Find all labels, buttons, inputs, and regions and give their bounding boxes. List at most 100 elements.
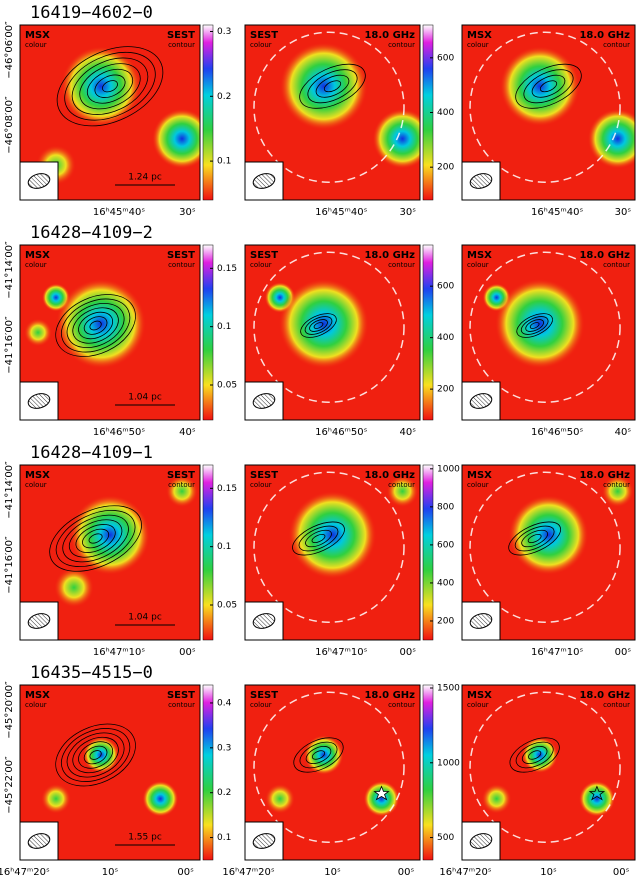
ra-tick-label: 16ʰ46ᵐ50ˢ (93, 427, 145, 438)
contour (525, 319, 544, 332)
ra-tick-label: 10ˢ (540, 867, 557, 877)
contour (515, 63, 582, 109)
contour (509, 737, 560, 773)
contour (299, 741, 338, 769)
colorbar (202, 244, 214, 421)
right-sublabel: contour (603, 261, 630, 269)
right-sublabel: contour (603, 701, 630, 709)
contour (55, 510, 136, 567)
primary-beam (253, 691, 405, 843)
star (588, 785, 606, 801)
ra-tick-label: 00ˢ (179, 647, 196, 658)
emission (152, 108, 200, 169)
left-sublabel: colour (467, 261, 489, 269)
ra-tick-label: 00ˢ (177, 867, 194, 877)
colorbar-tick-label: 0.1 (217, 542, 231, 552)
colorbar (422, 464, 434, 641)
contour (514, 525, 555, 552)
colorbar-tick-label: 0.2 (217, 788, 231, 798)
emission (481, 783, 512, 814)
left-label: SEST (250, 250, 278, 261)
ra-tick-label: 16ʰ47ᵐ20ˢ (439, 867, 491, 877)
row-title: 16428−4109−2 (30, 223, 153, 243)
colorbar-tick-label: 1000 (437, 464, 460, 474)
contour (75, 524, 116, 553)
right-label: 18.0 GHz (579, 30, 630, 41)
contour (305, 529, 332, 548)
colorbar (202, 24, 214, 201)
ra-tick-label: 16ʰ45ᵐ40ˢ (531, 207, 583, 218)
image (462, 245, 635, 420)
contour (64, 51, 156, 121)
emission (601, 475, 634, 508)
frame (461, 464, 636, 641)
right-sublabel: contour (388, 481, 415, 489)
emission (265, 783, 295, 814)
dec-tick-label: −41°14′00″ (4, 461, 15, 519)
contour (315, 74, 350, 98)
colorbar-tick-label: 600 (437, 282, 454, 292)
left-label: MSX (467, 690, 492, 701)
contour (323, 80, 342, 93)
ra-tick-label: 00ˢ (400, 647, 417, 658)
contour (528, 750, 542, 760)
left-sublabel: colour (467, 481, 489, 489)
image (462, 465, 635, 640)
frame (244, 244, 421, 421)
frame (244, 464, 421, 641)
emission (279, 42, 368, 131)
left-sublabel: colour (25, 701, 47, 709)
emission (166, 475, 198, 508)
contour (68, 519, 123, 558)
frame (244, 684, 421, 861)
left-label: MSX (25, 690, 50, 701)
contour (102, 80, 118, 93)
colorbar-tick-label: 0.2 (217, 92, 231, 102)
frame (461, 684, 636, 861)
contour (94, 74, 126, 98)
row-title: 16419−4602−0 (30, 3, 153, 23)
contour (83, 745, 108, 765)
contour (88, 533, 103, 544)
emission (363, 780, 400, 817)
left-label: MSX (25, 470, 50, 481)
image (245, 465, 420, 640)
primary-beam (253, 471, 405, 623)
contour (300, 313, 337, 338)
emission (24, 318, 52, 347)
colorbar-tick-label: 0.1 (217, 157, 231, 167)
right-sublabel: contour (168, 41, 195, 49)
dec-tick-label: −41°16′00″ (4, 536, 15, 594)
dec-tick-label: −41°16′00″ (4, 316, 15, 374)
right-label: 18.0 GHz (364, 250, 415, 261)
ra-tick-label: 30ˢ (179, 207, 196, 218)
ra-tick-label: 00ˢ (615, 647, 632, 658)
primary-beam (469, 691, 621, 843)
right-label: 18.0 GHz (364, 690, 415, 701)
scale-label: 1.04 pc (128, 613, 162, 623)
row-title: 16435−4515−0 (30, 663, 153, 683)
colorbar-tick-label: 1500 (437, 683, 460, 693)
colorbar (422, 244, 434, 421)
frame (461, 244, 636, 421)
contour (531, 74, 566, 98)
contour (311, 750, 326, 760)
primary-beam (469, 251, 621, 403)
emission (278, 278, 369, 369)
ra-tick-label: 16ʰ45ᵐ40ˢ (93, 207, 145, 218)
left-sublabel: colour (467, 701, 489, 709)
ra-tick-label: 00ˢ (613, 867, 630, 877)
left-sublabel: colour (25, 481, 47, 489)
left-label: MSX (467, 250, 492, 261)
contour (86, 68, 134, 104)
scale-label: 1.04 pc (128, 393, 162, 403)
left-sublabel: colour (25, 261, 47, 269)
emission (142, 780, 179, 817)
colorbar-tick-label: 200 (437, 163, 454, 173)
contour (508, 521, 562, 556)
colorbar-tick-label: 200 (437, 385, 454, 395)
